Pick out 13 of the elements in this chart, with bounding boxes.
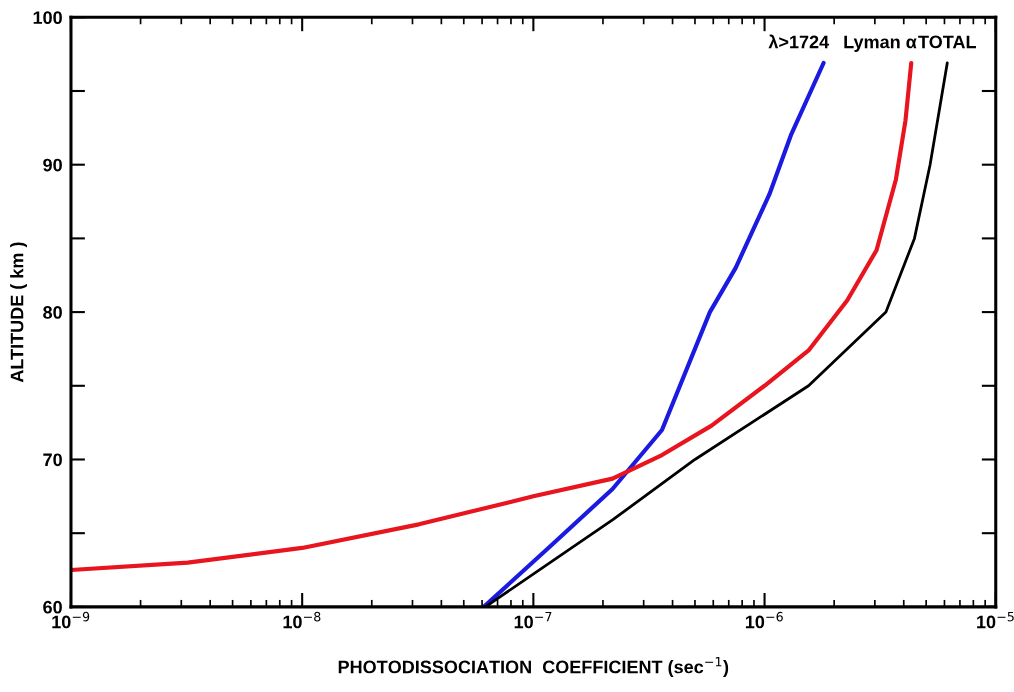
x-tick-label: 10$^{−8}$ bbox=[283, 611, 321, 629]
y-tick-label: 100 bbox=[33, 11, 62, 25]
x-axis-title: PHOTODISSOCIATION COEFFICIENT (sec$^{−1}$) bbox=[338, 657, 729, 677]
x-tick-label: 10$^{−6}$ bbox=[745, 611, 783, 629]
x-tick-label: 10$^{−7}$ bbox=[514, 612, 552, 629]
annotation: λ>1724 bbox=[768, 34, 830, 49]
y-tick-label: 90 bbox=[43, 158, 62, 172]
x-tick-label: 10$^{−5}$ bbox=[977, 612, 1014, 629]
annotation: Lyman α bbox=[844, 35, 917, 52]
y-tick-label: 70 bbox=[43, 453, 62, 467]
y-tick-label: 80 bbox=[43, 306, 62, 319]
y-axis-title: ALTITUDE ( km ) bbox=[10, 242, 27, 383]
annotation: TOTAL bbox=[918, 35, 976, 49]
